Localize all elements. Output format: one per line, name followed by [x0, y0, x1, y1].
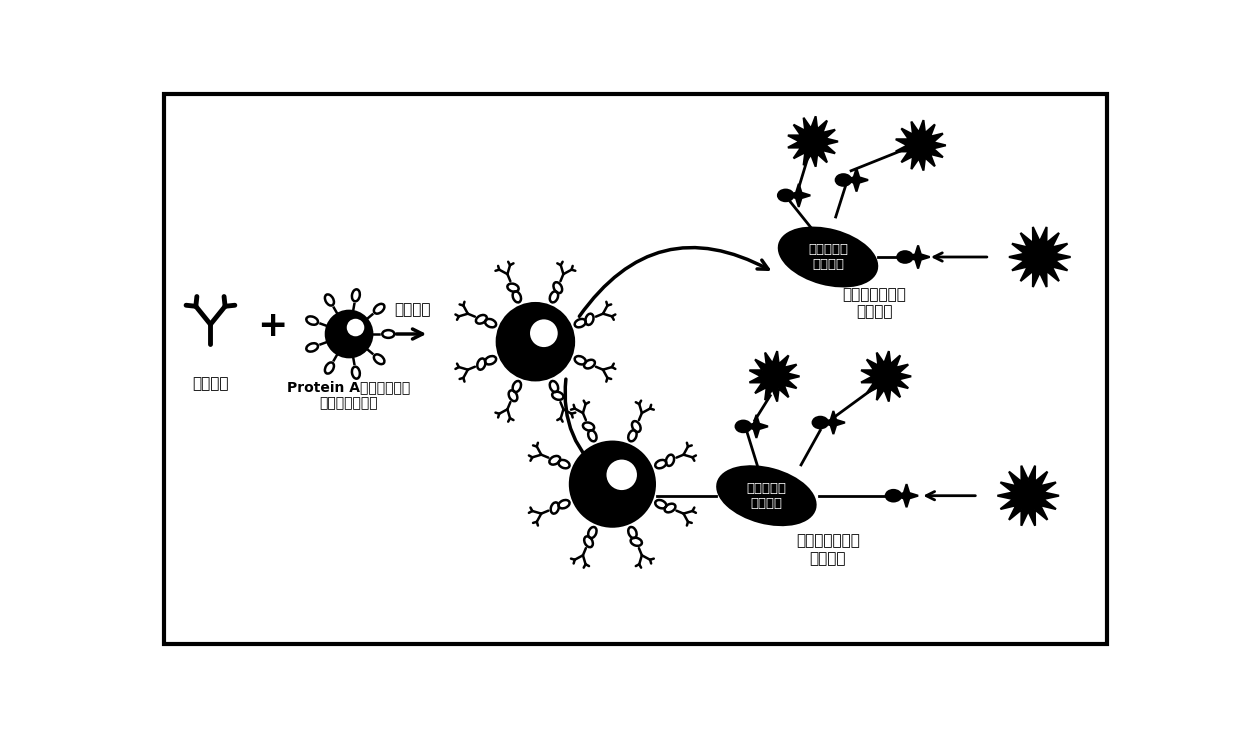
Text: 化学偶联: 化学偶联 — [394, 302, 430, 317]
Circle shape — [347, 319, 365, 337]
Ellipse shape — [836, 174, 851, 185]
Polygon shape — [822, 411, 844, 434]
Ellipse shape — [718, 466, 815, 525]
Polygon shape — [745, 415, 768, 438]
Text: 标准抗体: 标准抗体 — [192, 377, 228, 391]
Circle shape — [497, 303, 574, 380]
Ellipse shape — [812, 417, 828, 429]
Polygon shape — [844, 169, 868, 191]
Text: Protein A包被的纳米微
球（无生物素）: Protein A包被的纳米微 球（无生物素） — [288, 380, 410, 411]
Polygon shape — [749, 351, 800, 402]
Circle shape — [606, 460, 637, 490]
Text: 生物素偶联
抗原蛋白: 生物素偶联 抗原蛋白 — [808, 243, 848, 271]
Polygon shape — [861, 351, 911, 402]
Ellipse shape — [898, 251, 913, 263]
Text: 生物素偶联
抗原蛋白: 生物素偶联 抗原蛋白 — [746, 482, 786, 510]
Polygon shape — [1009, 227, 1070, 287]
Circle shape — [529, 319, 558, 347]
Polygon shape — [787, 184, 810, 207]
Polygon shape — [895, 484, 918, 507]
Polygon shape — [906, 245, 930, 269]
Text: 荧光素预标记的
抗原蛋白: 荧光素预标记的 抗原蛋白 — [796, 534, 859, 566]
Polygon shape — [895, 120, 946, 171]
Ellipse shape — [777, 190, 794, 201]
Ellipse shape — [735, 420, 751, 432]
Polygon shape — [997, 466, 1059, 526]
Circle shape — [570, 442, 655, 526]
Text: +: + — [257, 310, 288, 343]
Text: 荧光素预标记的
抗原蛋白: 荧光素预标记的 抗原蛋白 — [842, 287, 906, 320]
Circle shape — [326, 311, 372, 357]
Ellipse shape — [885, 490, 901, 502]
Polygon shape — [787, 116, 838, 166]
Ellipse shape — [779, 228, 877, 286]
